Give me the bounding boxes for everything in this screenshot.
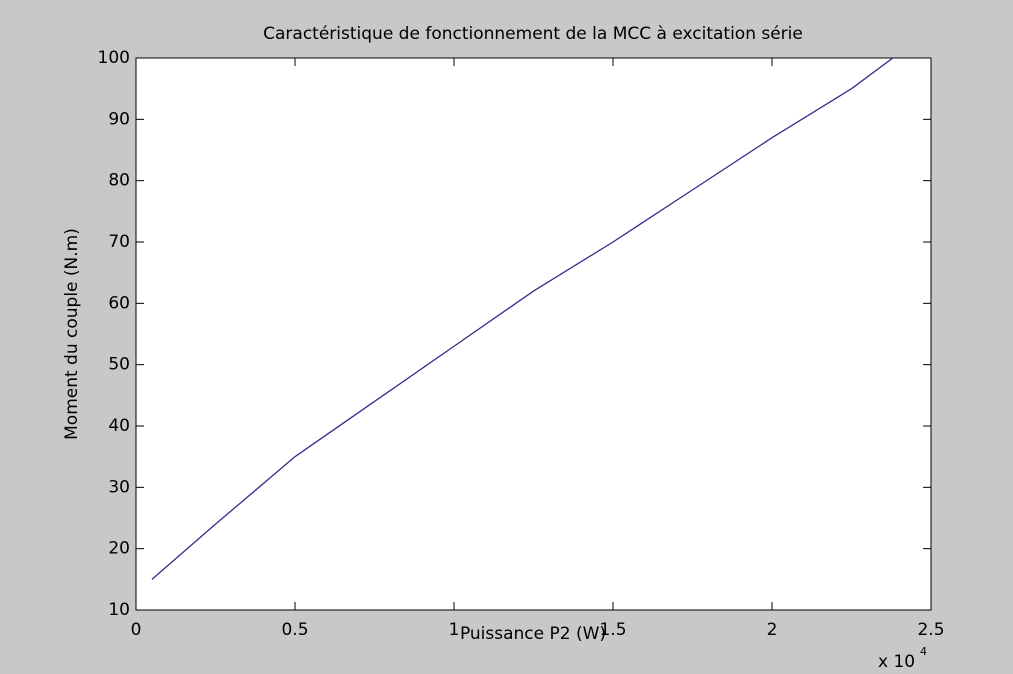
x-tick-label: 1.5	[599, 620, 626, 640]
x-multiplier: x 10	[878, 652, 915, 672]
x-tick-label: 1	[449, 620, 460, 640]
y-tick-label: 100	[98, 48, 130, 68]
y-tick-label: 20	[108, 539, 130, 559]
y-axis-label: Moment du couple (N.m)	[62, 228, 82, 440]
y-tick-label: 40	[108, 416, 130, 436]
data-line	[151, 57, 894, 580]
x-tick-label: 0	[131, 620, 142, 640]
chart-title: Caractéristique de fonctionnement de la …	[263, 24, 803, 44]
y-tick-label: 50	[108, 355, 130, 375]
x-tick-label: 2.5	[917, 620, 944, 640]
y-tick-label: 80	[108, 171, 130, 191]
x-tick-label: 2	[767, 620, 778, 640]
plot-area	[135, 57, 932, 611]
y-tick-label: 10	[108, 600, 130, 620]
y-tick-label: 60	[108, 293, 130, 313]
x-multiplier-exponent: 4	[920, 645, 927, 658]
x-axis-label: Puissance P2 (W)	[460, 624, 606, 644]
x-tick-label: 0.5	[281, 620, 308, 640]
y-tick-label: 30	[108, 477, 130, 497]
y-tick-label: 70	[108, 232, 130, 252]
y-tick-label: 90	[108, 109, 130, 129]
